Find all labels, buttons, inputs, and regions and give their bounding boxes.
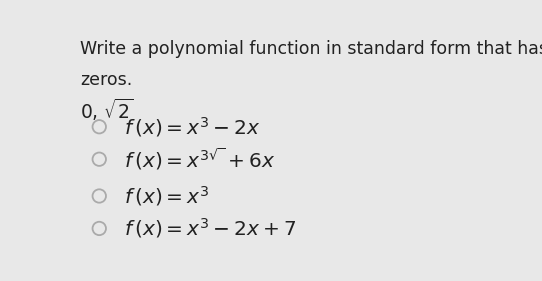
- Text: $f\,(x) = x^{3\sqrt{\,}}+ 6x$: $f\,(x) = x^{3\sqrt{\,}}+ 6x$: [125, 146, 276, 172]
- Text: Write a polynomial function in standard form that has the given: Write a polynomial function in standard …: [80, 40, 542, 58]
- Text: $f\,(x) = x^3 - 2x$: $f\,(x) = x^3 - 2x$: [125, 115, 261, 139]
- Text: zeros.: zeros.: [80, 71, 133, 89]
- Text: $f\,(x) = x^3 - 2x + 7$: $f\,(x) = x^3 - 2x + 7$: [125, 216, 296, 241]
- Text: 0, $\sqrt{2}$: 0, $\sqrt{2}$: [80, 96, 134, 123]
- Text: $f\,(x) = x^3$: $f\,(x) = x^3$: [125, 184, 210, 208]
